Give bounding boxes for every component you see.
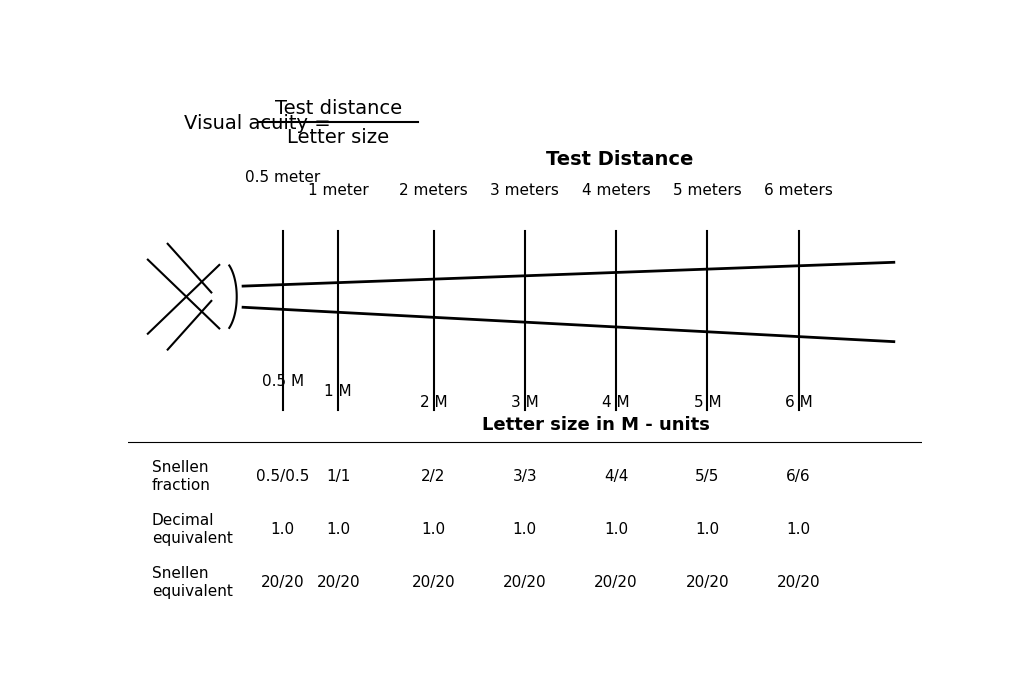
Text: 0.5 M: 0.5 M [262, 374, 304, 389]
Text: 1.0: 1.0 [327, 522, 350, 537]
Text: 1.0: 1.0 [270, 522, 295, 537]
Text: 20/20: 20/20 [503, 575, 547, 590]
Text: 6 M: 6 M [784, 395, 812, 410]
Text: 1 meter: 1 meter [308, 183, 369, 199]
Text: 5 meters: 5 meters [673, 183, 741, 199]
Text: 20/20: 20/20 [594, 575, 638, 590]
Text: 6 meters: 6 meters [764, 183, 834, 199]
Text: 5/5: 5/5 [695, 469, 720, 484]
Text: 1.0: 1.0 [513, 522, 537, 537]
Text: 20/20: 20/20 [777, 575, 820, 590]
Text: 4 meters: 4 meters [582, 183, 650, 199]
Text: 20/20: 20/20 [316, 575, 360, 590]
Text: 2 meters: 2 meters [399, 183, 468, 199]
Text: Snellen
fraction: Snellen fraction [152, 460, 211, 493]
Text: 2 M: 2 M [420, 395, 447, 410]
Text: 20/20: 20/20 [685, 575, 729, 590]
Text: 3 meters: 3 meters [490, 183, 559, 199]
Text: Test distance: Test distance [274, 100, 401, 118]
Text: Letter size in M - units: Letter size in M - units [482, 416, 711, 433]
Text: 1.0: 1.0 [422, 522, 445, 537]
Text: 1.0: 1.0 [604, 522, 628, 537]
Text: Decimal
equivalent: Decimal equivalent [152, 513, 232, 545]
Text: 1 M: 1 M [325, 385, 352, 399]
Text: Test Distance: Test Distance [547, 150, 693, 168]
Text: 0.5 meter: 0.5 meter [245, 170, 321, 185]
Text: 3 M: 3 M [511, 395, 539, 410]
Text: 2/2: 2/2 [421, 469, 445, 484]
Text: 0.5/0.5: 0.5/0.5 [256, 469, 309, 484]
Text: Snellen
equivalent: Snellen equivalent [152, 566, 232, 598]
Text: 1.0: 1.0 [695, 522, 720, 537]
Text: 1/1: 1/1 [326, 469, 350, 484]
Text: 4/4: 4/4 [604, 469, 629, 484]
Text: 3/3: 3/3 [512, 469, 538, 484]
Text: Visual acuity =: Visual acuity = [183, 114, 337, 133]
Text: Letter size: Letter size [288, 128, 389, 148]
Text: 1.0: 1.0 [786, 522, 811, 537]
Text: 20/20: 20/20 [261, 575, 304, 590]
Text: 4 M: 4 M [602, 395, 630, 410]
Text: 5 M: 5 M [693, 395, 721, 410]
Text: 6/6: 6/6 [786, 469, 811, 484]
Text: 20/20: 20/20 [412, 575, 456, 590]
